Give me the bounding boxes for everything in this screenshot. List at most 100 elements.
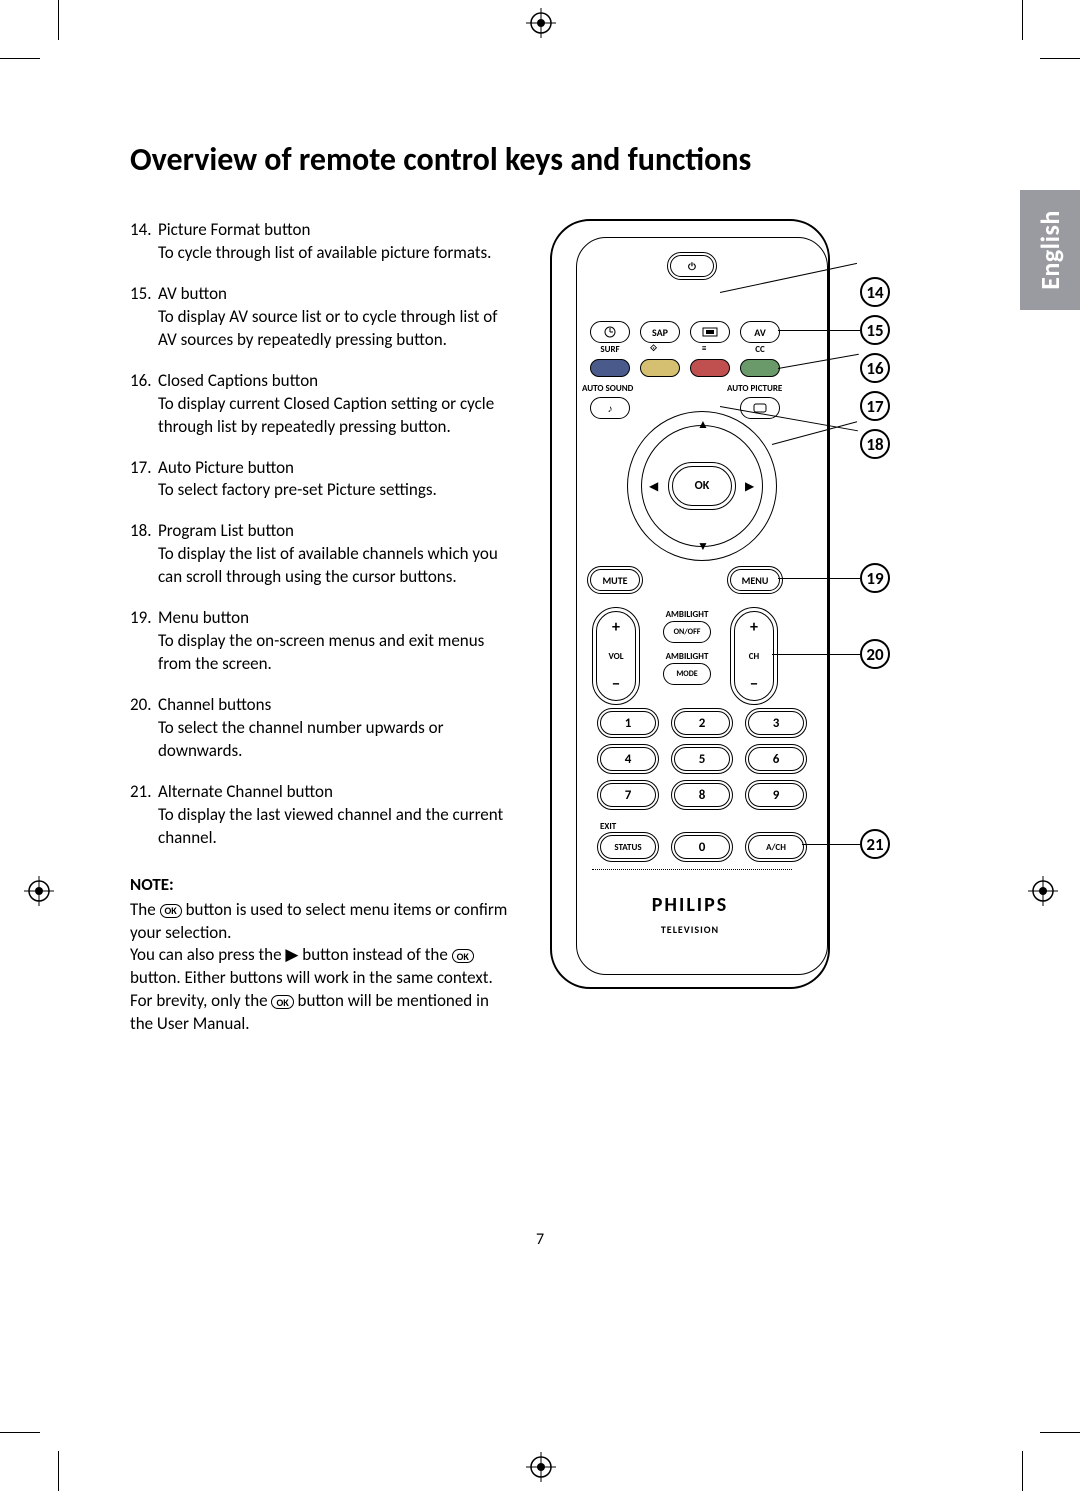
menu-button: MENU bbox=[730, 569, 780, 591]
item-number: 18. bbox=[130, 520, 158, 589]
crop-mark bbox=[1040, 58, 1080, 59]
item-desc: To cycle through list of available pictu… bbox=[158, 242, 491, 263]
crop-mark bbox=[0, 1432, 40, 1433]
crop-mark bbox=[58, 1451, 59, 1491]
auto-sound-button: ♪ bbox=[590, 397, 630, 419]
num-4-button: 4 bbox=[600, 747, 656, 771]
language-tab: English bbox=[1020, 190, 1080, 310]
crop-mark bbox=[0, 58, 40, 59]
right-arrow-icon: ▶ bbox=[745, 479, 754, 494]
up-arrow-icon: ▲ bbox=[697, 417, 709, 432]
leader-line bbox=[778, 578, 860, 579]
color-button-blue bbox=[590, 359, 630, 377]
item-number: 19. bbox=[130, 607, 158, 676]
number-pad: 123 456 789 bbox=[600, 711, 804, 807]
callout-18: 18 bbox=[860, 429, 890, 459]
list-item: 19.Menu buttonTo display the on-screen m… bbox=[130, 607, 510, 676]
volume-rocker: +VOL− bbox=[596, 611, 636, 701]
ambilight-mode-button: MODE bbox=[663, 663, 711, 685]
leader-line bbox=[802, 844, 860, 845]
av-button: AV bbox=[740, 321, 780, 343]
surf-label: SURF bbox=[590, 344, 630, 355]
page-title: Overview of remote control keys and func… bbox=[130, 140, 930, 179]
callout-19: 19 bbox=[860, 563, 890, 593]
item-desc: To display the list of available channel… bbox=[158, 543, 498, 587]
callout-20: 20 bbox=[860, 639, 890, 669]
item-number: 14. bbox=[130, 219, 158, 265]
item-title: Auto Picture button bbox=[158, 457, 510, 480]
item-title: Closed Captions button bbox=[158, 370, 510, 393]
left-arrow-icon: ◀ bbox=[649, 479, 658, 494]
num-7-button: 7 bbox=[600, 783, 656, 807]
auto-picture-label: AUTO PICTURE bbox=[727, 383, 782, 394]
sleep-button bbox=[590, 321, 630, 343]
item-number: 20. bbox=[130, 694, 158, 763]
ach-button: A/CH bbox=[748, 835, 804, 859]
num-6-button: 6 bbox=[748, 747, 804, 771]
num-1-button: 1 bbox=[600, 711, 656, 735]
auto-sound-label: AUTO SOUND bbox=[582, 383, 633, 394]
registration-mark-top bbox=[526, 8, 556, 38]
item-title: Alternate Channel button bbox=[158, 781, 510, 804]
list-icon: ≡ bbox=[702, 343, 706, 354]
ok-icon: OK bbox=[452, 949, 474, 963]
num-9-button: 9 bbox=[748, 783, 804, 807]
list-item: 15.AV buttonTo display AV source list or… bbox=[130, 283, 510, 352]
language-tab-label: English bbox=[1034, 210, 1066, 290]
crop-mark bbox=[1022, 1451, 1023, 1491]
down-arrow-icon: ▼ bbox=[697, 539, 709, 554]
picture-format-button bbox=[690, 321, 730, 343]
item-desc: To display AV source list or to cycle th… bbox=[158, 306, 497, 350]
brand-label: PHILIPS bbox=[552, 893, 828, 917]
status-button: STATUS bbox=[600, 835, 656, 859]
registration-mark-bottom bbox=[526, 1452, 556, 1482]
subbrand-label: TELEVISION bbox=[552, 923, 828, 936]
dpad: OK ▲ ▼ ◀ ▶ bbox=[627, 411, 777, 561]
mute-button: MUTE bbox=[590, 569, 640, 591]
num-2-button: 2 bbox=[674, 711, 730, 735]
num-5-button: 5 bbox=[674, 747, 730, 771]
text-column: 14.Picture Format buttonTo cycle through… bbox=[130, 219, 510, 1036]
right-arrow-icon: ▶ bbox=[285, 944, 298, 965]
item-number: 21. bbox=[130, 781, 158, 850]
item-desc: To display current Closed Caption settin… bbox=[158, 393, 494, 437]
crop-mark bbox=[1022, 0, 1023, 40]
channel-rocker: +CH− bbox=[734, 611, 774, 701]
item-number: 16. bbox=[130, 370, 158, 439]
color-button-green bbox=[740, 359, 780, 377]
power-button: ⏻ bbox=[670, 255, 714, 277]
num-8-button: 8 bbox=[674, 783, 730, 807]
color-button-yellow bbox=[640, 359, 680, 377]
ambilight-label: AMBILIGHT bbox=[657, 609, 717, 620]
callout-15: 15 bbox=[860, 315, 890, 345]
num-0-button: 0 bbox=[674, 835, 730, 859]
item-desc: To select the channel number upwards or … bbox=[158, 717, 444, 761]
item-title: Menu button bbox=[158, 607, 510, 630]
divider bbox=[592, 869, 792, 870]
item-title: Picture Format button bbox=[158, 219, 510, 242]
crop-mark bbox=[1040, 1432, 1080, 1433]
item-desc: To display the on-screen menus and exit … bbox=[158, 630, 484, 674]
ok-button: OK bbox=[672, 466, 732, 506]
registration-mark-left bbox=[24, 876, 54, 906]
item-title: Channel buttons bbox=[158, 694, 510, 717]
ambilight-onoff-button: ON/OFF bbox=[663, 621, 711, 643]
note-body: The OK button is used to select menu ite… bbox=[130, 899, 510, 1037]
callout-17: 17 bbox=[860, 391, 890, 421]
list-item: 16.Closed Captions buttonTo display curr… bbox=[130, 370, 510, 439]
num-3-button: 3 bbox=[748, 711, 804, 735]
list-item: 21.Alternate Channel buttonTo display th… bbox=[130, 781, 510, 850]
callout-16: 16 bbox=[860, 353, 890, 383]
page-number: 7 bbox=[0, 1230, 1080, 1249]
ok-icon: OK bbox=[271, 995, 293, 1009]
ok-icon: OK bbox=[160, 904, 182, 918]
leader-line bbox=[778, 330, 860, 331]
registration-mark-right bbox=[1028, 876, 1058, 906]
crop-mark bbox=[58, 0, 59, 40]
item-desc: To select factory pre-set Picture settin… bbox=[158, 479, 437, 500]
surround-icon: ⟐ bbox=[650, 343, 657, 354]
item-title: AV button bbox=[158, 283, 510, 306]
item-title: Program List button bbox=[158, 520, 510, 543]
item-number: 17. bbox=[130, 457, 158, 503]
list-item: 18.Program List buttonTo display the lis… bbox=[130, 520, 510, 589]
